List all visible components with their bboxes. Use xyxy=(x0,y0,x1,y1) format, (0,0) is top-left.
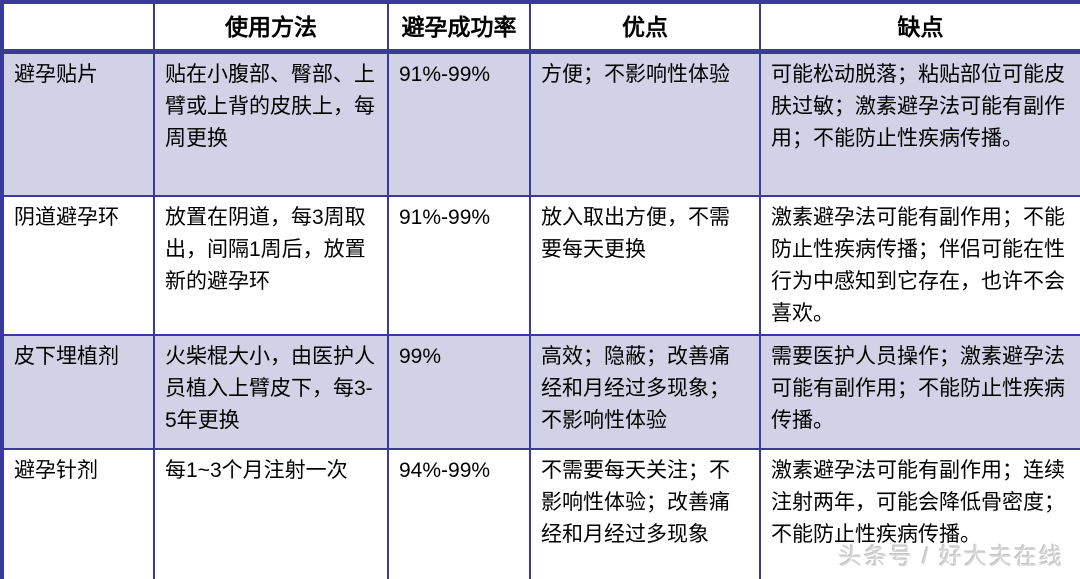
row-label-injection: 避孕针剂 xyxy=(1,448,155,579)
header-cell-success-rate: 避孕成功率 xyxy=(387,0,531,54)
row-label-vaginal-ring: 阴道避孕环 xyxy=(1,195,155,337)
header-cell-cons: 缺点 xyxy=(759,0,1080,54)
cell-implant-usage: 火柴棍大小，由医护人员植入上臂皮下，每3-5年更换 xyxy=(153,334,389,451)
header-row: 使用方法 避孕成功率 优点 缺点 xyxy=(1,0,1080,54)
cell-patch-rate: 91%-99% xyxy=(387,50,531,198)
header-cell-method xyxy=(1,0,155,54)
cell-injection-pros: 不需要每天关注；不影响性体验；改善痛经和月经过多现象 xyxy=(529,448,761,579)
row-label-patch: 避孕贴片 xyxy=(1,50,155,198)
cell-patch-cons: 可能松动脱落；粘贴部位可能皮肤过敏；激素避孕法可能有副作用；不能防止性疾病传播。 xyxy=(759,50,1080,198)
cell-ring-usage: 放置在阴道，每3周取出，间隔1周后，放置新的避孕环 xyxy=(153,195,389,337)
cell-ring-rate: 91%-99% xyxy=(387,195,531,337)
table-row-implant: 皮下埋植剂 火柴棍大小，由医护人员植入上臂皮下，每3-5年更换 99% 高效；隐… xyxy=(1,334,1080,451)
cell-injection-cons: 激素避孕法可能有副作用；连续注射两年，可能会降低骨密度；不能防止性疾病传播。 xyxy=(759,448,1080,579)
cell-patch-usage: 贴在小腹部、臀部、上臂或上背的皮肤上，每周更换 xyxy=(153,50,389,198)
cell-injection-usage: 每1~3个月注射一次 xyxy=(153,448,389,579)
cell-implant-cons: 需要医护人员操作；激素避孕法可能有副作用；不能防止性疾病传播。 xyxy=(759,334,1080,451)
cell-ring-cons: 激素避孕法可能有副作用；不能防止性疾病传播；伴侣可能在性行为中感知到它存在，也许… xyxy=(759,195,1080,337)
cell-implant-pros: 高效；隐蔽；改善痛经和月经过多现象；不影响性体验 xyxy=(529,334,761,451)
table-row-vaginal-ring: 阴道避孕环 放置在阴道，每3周取出，间隔1周后，放置新的避孕环 91%-99% … xyxy=(1,195,1080,337)
table-row-injection: 避孕针剂 每1~3个月注射一次 94%-99% 不需要每天关注；不影响性体验；改… xyxy=(1,448,1080,579)
cell-implant-rate: 99% xyxy=(387,334,531,451)
header-cell-usage: 使用方法 xyxy=(153,0,389,54)
table-row-patch: 避孕贴片 贴在小腹部、臀部、上臂或上背的皮肤上，每周更换 91%-99% 方便；… xyxy=(1,50,1080,198)
row-label-implant: 皮下埋植剂 xyxy=(1,334,155,451)
cell-injection-rate: 94%-99% xyxy=(387,448,531,579)
cell-patch-pros: 方便；不影响性体验 xyxy=(529,50,761,198)
header-cell-pros: 优点 xyxy=(529,0,761,54)
cell-ring-pros: 放入取出方便，不需要每天更换 xyxy=(529,195,761,337)
